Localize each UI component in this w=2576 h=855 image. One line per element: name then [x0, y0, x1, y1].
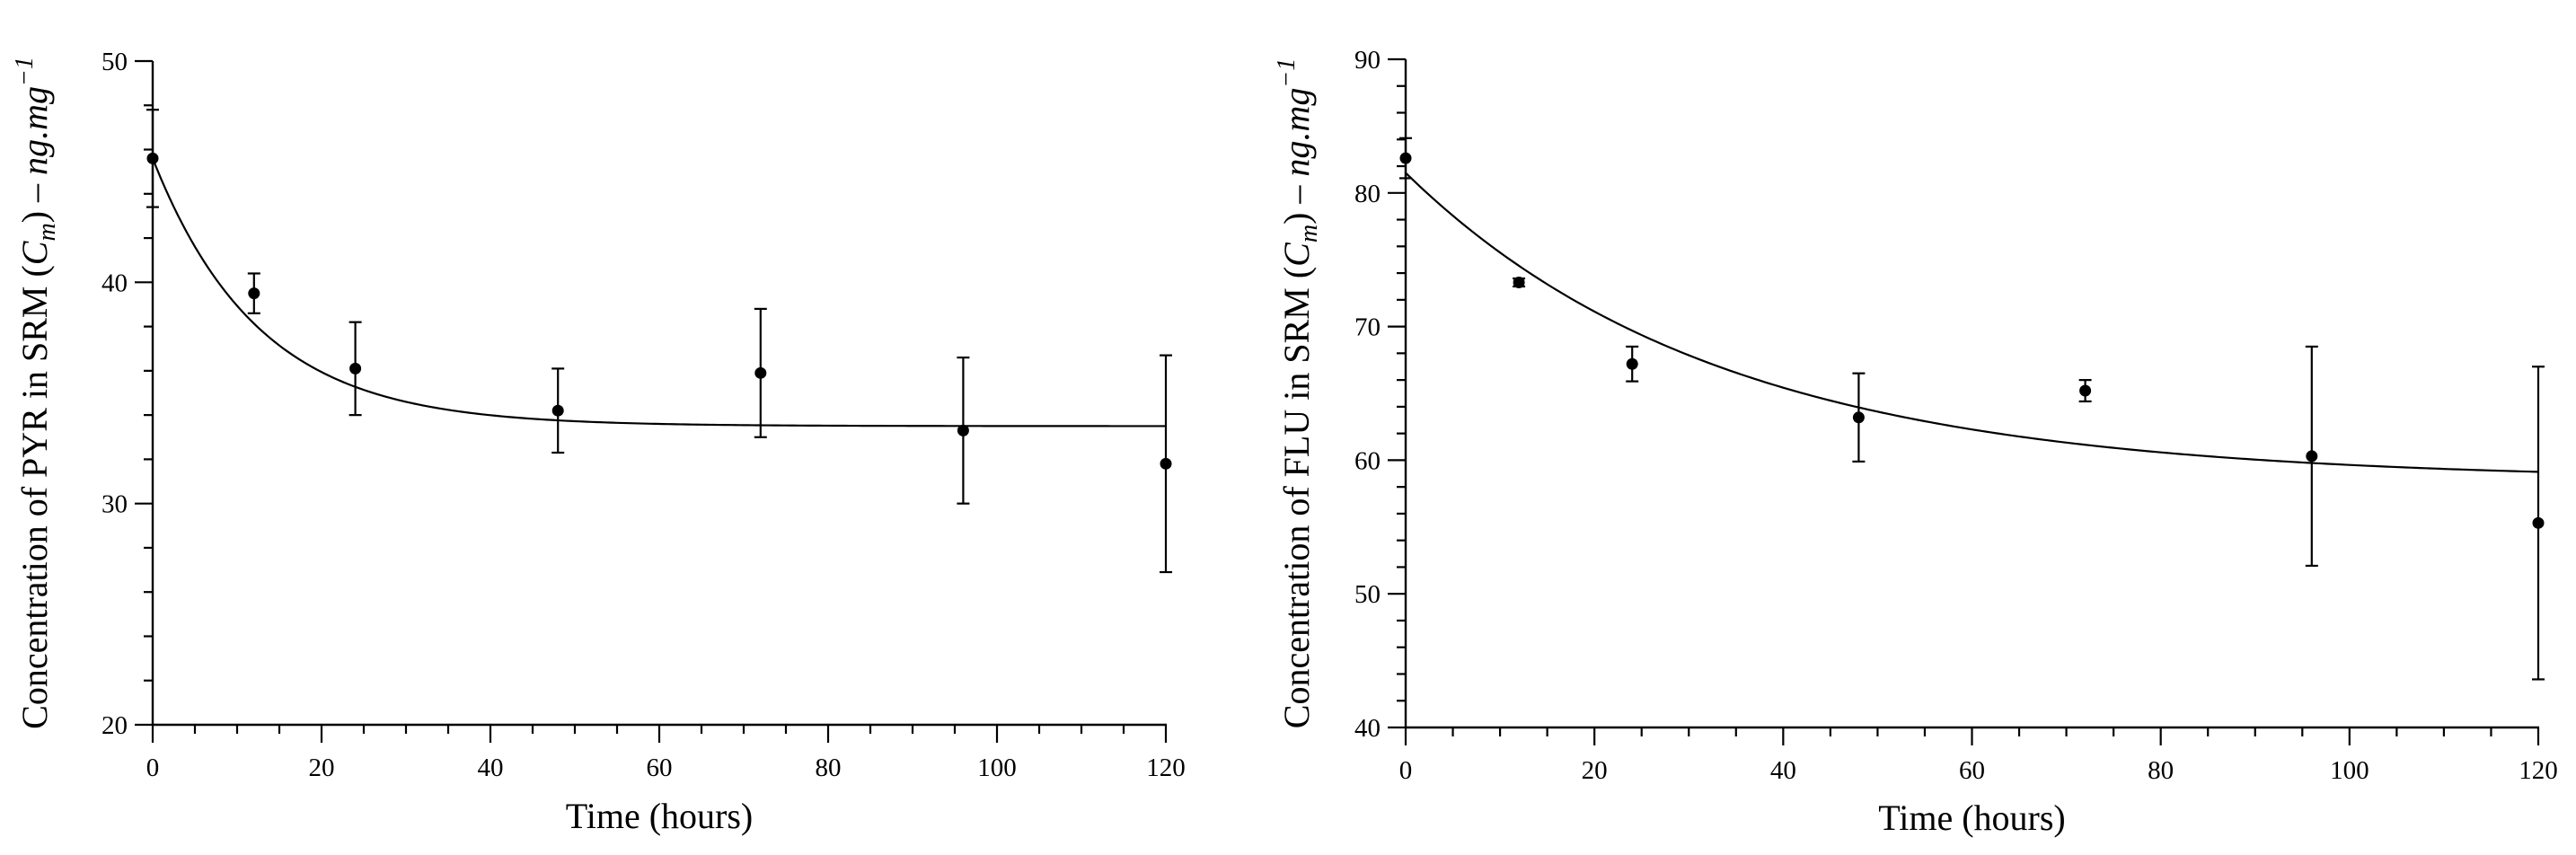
y-axis-title: Concentration of FLU in SRM (Cm) – ng.mg… — [1273, 58, 1323, 728]
chart-panel-2: 0 20 40 60 80 100 120 40 50 60 70 80 90 Time (hours) C… — [1273, 46, 2558, 838]
y-tick-label: 50 — [101, 48, 128, 76]
y-tick-label: 70 — [1354, 313, 1381, 342]
y-axis-title-symbol: C — [1276, 242, 1317, 267]
data-point — [349, 362, 362, 375]
data-point — [2532, 516, 2545, 529]
x-tick-label: 60 — [1959, 756, 1985, 785]
data-point — [248, 287, 260, 300]
data-point — [1852, 411, 1865, 424]
data-point — [2079, 384, 2092, 397]
y-axis-title-text: Concentration of PYR in SRM ( — [14, 265, 55, 729]
y-axis-title-subscript: m — [1295, 225, 1323, 242]
x-tick-label: 0 — [146, 754, 160, 782]
y-tick-label: 20 — [101, 711, 128, 740]
y-tick-label: 90 — [1354, 46, 1381, 75]
data-point — [146, 152, 159, 164]
x-tick-label: 120 — [1146, 754, 1186, 782]
y-axis-title-unit: ng.mg — [1276, 88, 1317, 177]
y-axis-title-unit: ng.mg — [14, 86, 55, 175]
y-axis-title-subscript: m — [33, 223, 61, 241]
y-tick-label: 40 — [101, 269, 128, 297]
fit-curve — [151, 157, 1166, 428]
x-tick-label: 100 — [2330, 756, 2369, 785]
data-point — [1160, 457, 1172, 470]
x-tick-label: 40 — [478, 754, 504, 782]
y-axis-title: Concentration of PYR in SRM (Cm) – ng.mg… — [11, 57, 61, 729]
data-point — [1626, 357, 1638, 370]
x-tick-label: 0 — [1399, 756, 1413, 785]
data-point — [2306, 450, 2318, 463]
x-tick-label: 60 — [647, 754, 673, 782]
x-tick-label: 100 — [977, 754, 1017, 782]
data-point — [551, 404, 564, 417]
data-point — [754, 366, 767, 379]
y-tick-label: 30 — [101, 490, 128, 519]
data-point — [957, 424, 969, 436]
y-axis-title-superscript: −1 — [1273, 58, 1301, 88]
x-tick-label: 20 — [309, 754, 335, 782]
x-axis-title: Time (hours) — [566, 796, 754, 836]
y-axis-title-text: Concentration of FLU in SRM ( — [1276, 267, 1317, 728]
x-tick-label: 80 — [2148, 756, 2174, 785]
y-axis-title-superscript: −1 — [11, 57, 39, 86]
data-point — [1399, 152, 1412, 164]
y-tick-label: 40 — [1354, 714, 1381, 743]
y-axis-title-symbol: C — [14, 240, 55, 265]
y-tick-label: 80 — [1354, 180, 1381, 208]
x-tick-label: 40 — [1770, 756, 1796, 785]
chart-panel-1: 0 20 40 60 80 100 120 20 30 40 50 Time (hours) Conce… — [11, 48, 1186, 836]
data-point — [1513, 276, 1525, 288]
x-axis-title: Time (hours) — [1878, 798, 2066, 838]
fit-curve — [1405, 172, 2539, 473]
x-tick-label: 80 — [816, 754, 842, 782]
y-axis-title-text: ) – — [14, 175, 55, 223]
x-tick-label: 120 — [2519, 756, 2558, 785]
y-tick-label: 60 — [1354, 446, 1381, 475]
y-axis-title-text: ) – — [1276, 177, 1317, 225]
x-tick-label: 20 — [1582, 756, 1608, 785]
y-tick-label: 50 — [1354, 580, 1381, 609]
